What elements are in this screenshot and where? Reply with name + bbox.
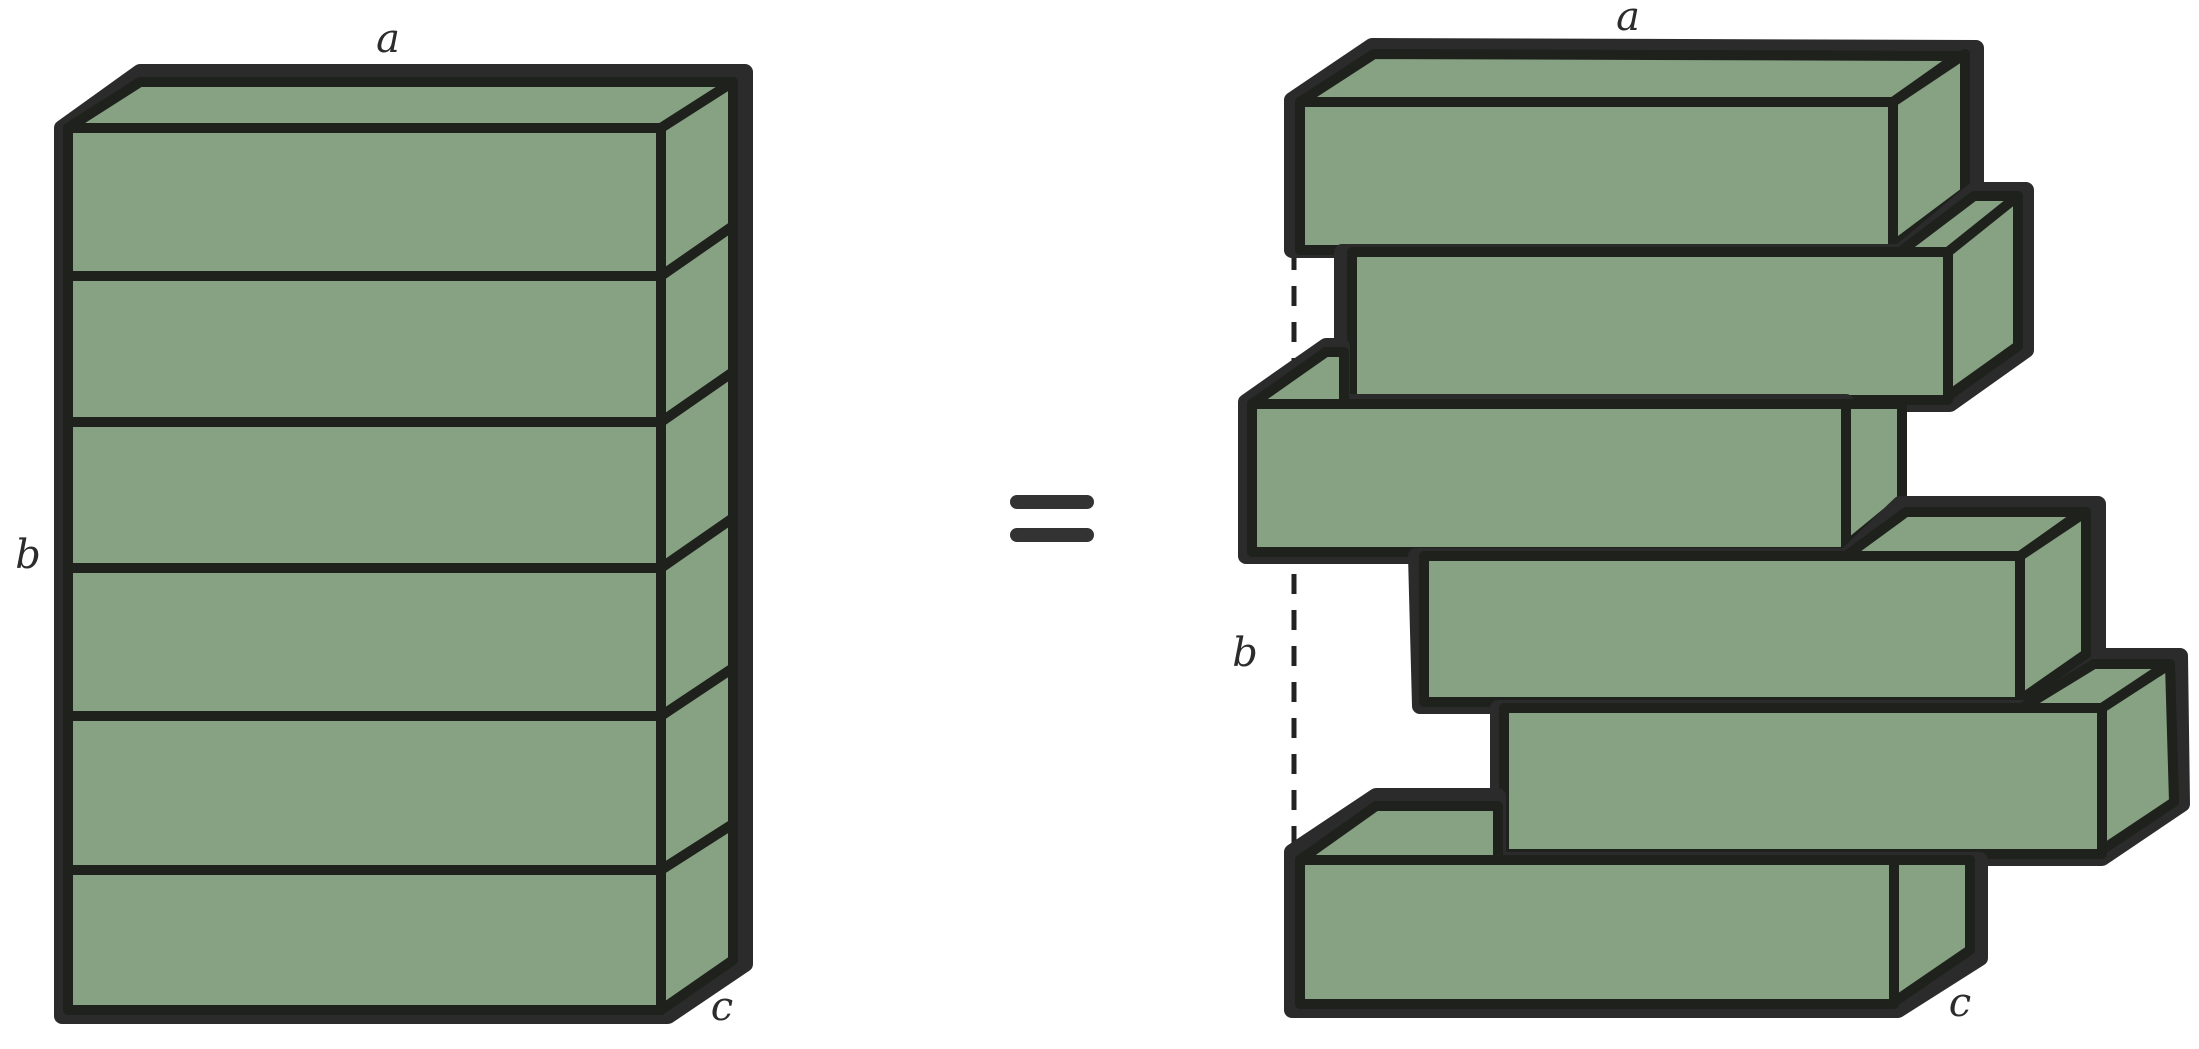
right-label-b: b bbox=[1232, 630, 1258, 676]
right-brick-6 bbox=[1284, 788, 1988, 1018]
equals-sign bbox=[1010, 495, 1094, 542]
right-brick-3 bbox=[1238, 338, 1907, 564]
left-slab-5 bbox=[63, 711, 666, 875]
left-stack-outline bbox=[54, 64, 753, 1024]
left-slab-1 bbox=[63, 123, 666, 281]
left-top-face bbox=[63, 77, 738, 133]
right-label-a: a bbox=[1616, 0, 1640, 40]
left-slab-6 bbox=[63, 865, 666, 1015]
left-side-6 bbox=[656, 819, 738, 1015]
left-slab-2 bbox=[63, 271, 666, 427]
left-slab-4 bbox=[63, 563, 666, 721]
left-slab-3 bbox=[63, 417, 666, 573]
right-brick-1 bbox=[1284, 38, 1984, 258]
right-brick-4 bbox=[1408, 496, 2106, 714]
left-stack bbox=[54, 64, 753, 1024]
left-label-a: a bbox=[376, 16, 400, 62]
left-label-c: c bbox=[711, 984, 733, 1030]
right-label-c: c bbox=[1949, 980, 1971, 1026]
left-label-b: b bbox=[15, 532, 41, 578]
right-stack bbox=[1238, 38, 2190, 1018]
